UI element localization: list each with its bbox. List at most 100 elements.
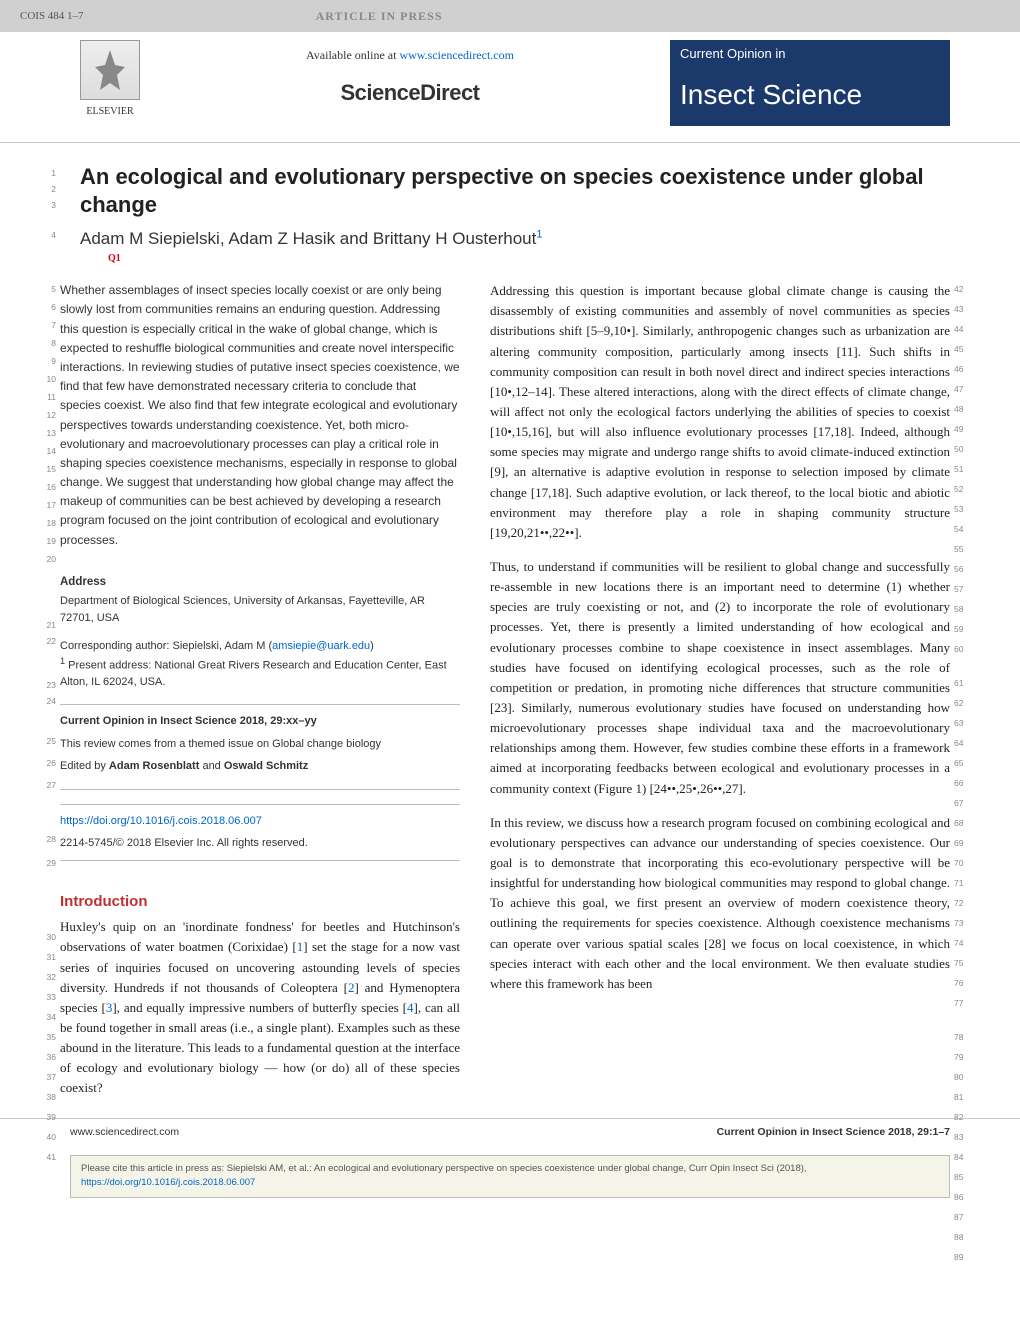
journal-name: Insect Science [670,68,950,126]
line-number: 60 [954,643,972,656]
line-number: 77 [954,997,972,1010]
line-number: 43 [954,303,972,316]
line-number: 36 [38,1051,56,1064]
line-number: 21 [38,619,56,632]
article-title: An ecological and evolutionary perspecti… [80,163,950,220]
line-number: 85 [954,1171,972,1184]
line-number: 57 [954,583,972,596]
line-number: 28 [38,833,56,846]
line-number: 29 [38,857,56,870]
two-column-body: 5 6 7 8 9 10 11 12 13 14 15 16 17 18 19 … [60,281,950,1098]
line-number: 25 [38,735,56,748]
line-number: 80 [954,1071,972,1084]
abstract-text: Whether assemblages of insect species lo… [60,281,460,550]
line-number: 39 [38,1111,56,1124]
line-number: 5 [38,283,56,296]
line-number: 45 [954,343,972,356]
line-number: 50 [954,443,972,456]
line-number: 20 [38,553,56,566]
line-number: 62 [954,697,972,710]
line-number: 11 [38,391,56,404]
doi-link[interactable]: https://doi.org/10.1016/j.cois.2018.06.0… [60,815,262,827]
intro-paragraph-1: Huxley's quip on an 'inordinate fondness… [60,917,460,1098]
citebox-doi-link[interactable]: https://doi.org/10.1016/j.cois.2018.06.0… [81,1177,255,1188]
line-number: 72 [954,897,972,910]
line-number: 76 [954,977,972,990]
line-number: 83 [954,1131,972,1144]
line-number: 27 [38,779,56,792]
line-number: 63 [954,717,972,730]
line-number: 69 [954,837,972,850]
body-paragraph: In this review, we discuss how a researc… [490,813,950,994]
line-number: 22 [38,635,56,648]
line-number: 81 [954,1091,972,1104]
line-number: 66 [954,777,972,790]
line-number: 35 [38,1031,56,1044]
line-number: 54 [954,523,972,536]
line-number: 59 [954,623,972,636]
line-number: 74 [954,937,972,950]
corresponding-author: Corresponding author: Siepielski, Adam M… [60,638,460,655]
line-number: 53 [954,503,972,516]
line-number: 75 [954,957,972,970]
body-paragraph: Thus, to understand if communities will … [490,557,950,799]
line-number: 26 [38,757,56,770]
line-number: 71 [954,877,972,890]
line-number: 13 [38,427,56,440]
line-number: 30 [38,931,56,944]
cite-this-article-box: Please cite this article in press as: Si… [70,1155,950,1198]
right-column: 42 43 44 45 46 47 48 49 50 51 52 53 54 5… [490,281,950,1098]
line-number: 79 [954,1051,972,1064]
footer-left: www.sciencedirect.com [70,1125,179,1141]
line-number: 48 [954,403,972,416]
line-number: 4 [38,229,56,242]
line-number: 82 [954,1111,972,1124]
line-number: 46 [954,363,972,376]
line-number: 61 [954,677,972,690]
line-number: 12 [38,409,56,422]
article-in-press-badge: ARTICLE IN PRESS [304,4,455,28]
q1-annotation: Q1 [108,251,121,266]
title-block: 1 2 3 4 An ecological and evolutionary p… [60,163,950,252]
line-number: 40 [38,1131,56,1144]
line-number: 24 [38,695,56,708]
elsevier-text: ELSEVIER [70,104,150,119]
line-number: 15 [38,463,56,476]
line-number: 58 [954,603,972,616]
present-address: 1 Present address: National Great Rivers… [60,655,460,691]
line-number: 49 [954,423,972,436]
line-number: 44 [954,323,972,336]
introduction-heading: Introduction [60,891,460,914]
line-number: 37 [38,1071,56,1084]
author-affil-sup: 1 [536,228,542,240]
themed-issue: This review comes from a themed issue on… [60,736,460,753]
line-number: 84 [954,1151,972,1164]
copyright: 2214-5745/© 2018 Elsevier Inc. All right… [60,835,460,852]
header-center: Available online at www.sciencedirect.co… [150,40,670,109]
line-number: 18 [38,517,56,530]
line-number: 78 [954,1031,972,1044]
line-number: 33 [38,991,56,1004]
line-number: 32 [38,971,56,984]
line-number: 56 [954,563,972,576]
line-number: 23 [38,679,56,692]
authors: Adam M Siepielski, Adam Z Hasik and Brit… [80,226,950,252]
line-number: 64 [954,737,972,750]
line-number: 31 [38,951,56,964]
line-number: 3 [38,199,56,212]
line-number: 88 [954,1231,972,1244]
line-number: 16 [38,481,56,494]
editors: Edited by Adam Rosenblatt and Oswald Sch… [60,758,460,775]
line-number: 17 [38,499,56,512]
sciencedirect-url[interactable]: www.sciencedirect.com [399,48,514,62]
line-number: 47 [954,383,972,396]
line-number: 42 [954,283,972,296]
address-body: Department of Biological Sciences, Unive… [60,593,460,626]
footer: www.sciencedirect.com Current Opinion in… [0,1118,1020,1147]
body-paragraph: Addressing this question is important be… [490,281,950,543]
line-number: 41 [38,1151,56,1164]
citation-line: Current Opinion in Insect Science 2018, … [60,715,317,727]
corresp-email[interactable]: amsiepie@uark.edu [272,640,370,652]
elsevier-tree-icon [80,40,140,100]
article-code: COIS 484 1–7 [20,8,84,25]
